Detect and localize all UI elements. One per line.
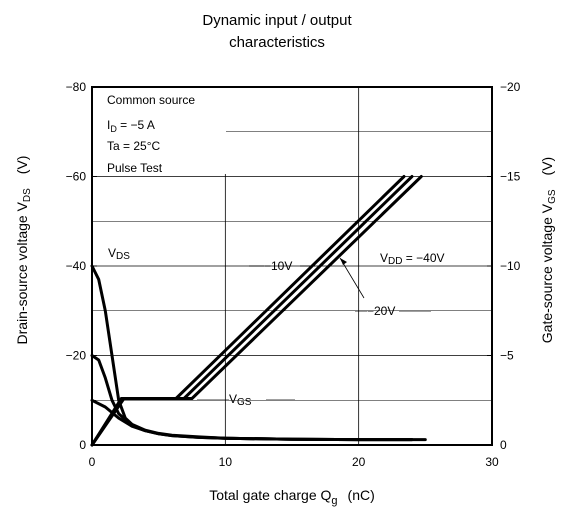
y-left-axis-title-main: Drain-source voltage V [14, 201, 30, 344]
chart-title-line-1: Dynamic input / output [202, 12, 352, 29]
conditions-box [93, 88, 226, 174]
leader-20v-pointer [339, 257, 365, 299]
y-right-axis-title-main: Gate-source voltage V [539, 203, 555, 343]
x-tick-label: 0 [89, 455, 96, 469]
label-vgs-sub: GS [237, 397, 252, 408]
x-tick-label: 20 [352, 455, 366, 469]
label-vdd-rest: = −40V [402, 251, 444, 265]
y-left-axis-ticks: 0 −20 −40 −60 −80 [66, 80, 97, 452]
vds-curve-10v [90, 398, 414, 442]
y-left-tick-label: −20 [66, 349, 87, 363]
x-axis-title: Total gate charge Qg (nC) [209, 487, 375, 507]
chart-title-line-2: characteristics [229, 34, 325, 51]
y-left-axis-title-sub: DS [22, 188, 33, 202]
y-right-axis-title-unit: (V) [539, 157, 555, 176]
y-left-tick-label: −40 [66, 259, 87, 273]
condition-drain-current: ID = −5 A [107, 118, 155, 134]
y-right-axis-title-sub: GS [547, 189, 558, 204]
label-vds-main: V [108, 246, 116, 260]
x-tick-label: 30 [485, 455, 499, 469]
y-left-tick-label: 0 [79, 438, 86, 452]
condition-pulse-test: Pulse Test [107, 161, 163, 175]
y-left-axis-title-unit: (V) [14, 156, 30, 175]
condition-id-rest: = −5 A [117, 118, 155, 132]
condition-common-source: Common source [107, 93, 195, 107]
y-left-tick-label: −60 [66, 170, 87, 184]
label-vdd-sub: DD [388, 256, 402, 267]
label-vgs-curves: VGS [229, 392, 252, 407]
vds-curve-40v [90, 264, 427, 442]
condition-id-sub: D [110, 124, 117, 134]
y-right-tick-label: −15 [500, 170, 521, 184]
label-20v: −20V [367, 304, 395, 318]
y-right-tick-label: −20 [500, 80, 521, 94]
y-left-tick-label: −80 [66, 80, 87, 94]
leader-20v-arrowhead [340, 258, 347, 265]
y-right-tick-label: −10 [500, 259, 521, 273]
plot-curves [90, 175, 427, 447]
condition-id-main: I [107, 118, 110, 132]
y-right-tick-label: 0 [500, 438, 507, 452]
condition-temperature: Ta = 25°C [107, 139, 160, 153]
x-axis-ticks: 0 10 20 30 [89, 455, 499, 469]
y-right-axis-title: Gate-source voltage VGS (V) [539, 157, 558, 343]
label-10v: −10V [264, 259, 292, 273]
label-vds-curves: VDS [108, 246, 130, 262]
x-axis-title-sub: g [331, 495, 337, 507]
x-tick-label: 10 [219, 455, 233, 469]
y-left-axis-title: Drain-source voltage VDS (V) [14, 156, 33, 345]
vgs-curve-40v [90, 175, 423, 447]
label-vds-sub: DS [116, 251, 130, 262]
label-vgs-main: V [229, 392, 237, 406]
x-axis-title-main: Total gate charge Q [209, 487, 331, 503]
label-vdd: VDD = −40V [380, 251, 445, 267]
y-right-axis-ticks: 0 −5 −10 −15 −20 [487, 80, 521, 452]
y-right-tick-label: −5 [500, 349, 514, 363]
x-axis-title-unit: (nC) [348, 487, 375, 503]
label-vdd-main: V [380, 251, 388, 265]
